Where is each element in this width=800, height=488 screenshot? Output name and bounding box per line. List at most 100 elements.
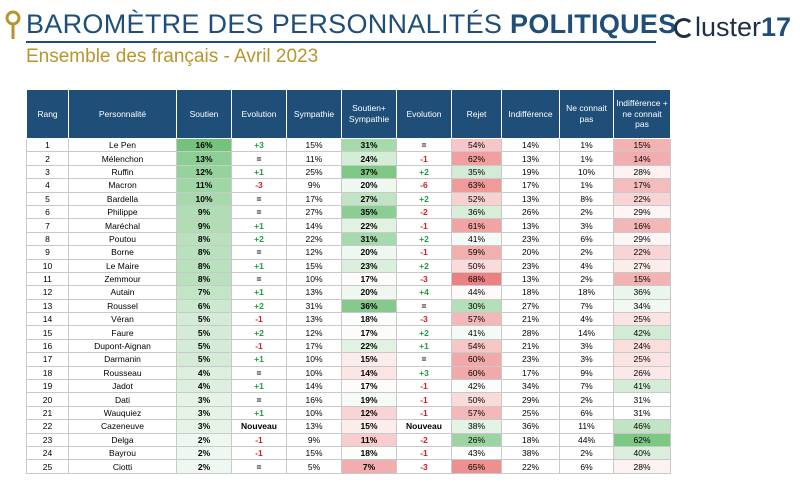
table-row: 22 Cazeneuve 3% Nouveau 13% 15% Nouveau 38% 36% 1… — [26, 419, 671, 434]
table-cell: 22% — [341, 338, 397, 354]
table-cell: 1 — [26, 137, 69, 153]
table-cell: 41% — [451, 325, 502, 340]
table-cell: -3 — [396, 271, 452, 287]
table-cell: 17% — [286, 191, 342, 206]
table-cell: -1 — [396, 392, 452, 407]
table-cell: 23% — [501, 231, 560, 247]
header: BAROMÈTRE DES PERSONNALITÉS POLITIQUES E… — [0, 0, 800, 80]
table-cell: 31% — [341, 137, 397, 153]
table-cell: 12% — [286, 325, 342, 340]
table-cell: = — [231, 151, 287, 166]
table-row: 23 Delga 2% -1 9% 11% -2 26% 18% 44% 62% — [26, 432, 671, 447]
table-cell: -3 — [396, 459, 452, 474]
table-cell: Borne — [68, 245, 177, 260]
table-row: 13 Roussel 6% +2 31% 36% = 30% 27% 7% 34% — [26, 298, 671, 314]
table-cell: 13% — [176, 151, 232, 166]
table-cell: +1 — [231, 405, 287, 421]
table-cell: 1% — [559, 178, 614, 193]
table-cell: 6% — [176, 298, 232, 314]
table-cell: 8% — [176, 245, 232, 260]
table-row: 7 Maréchal 9% +1 14% 22% -1 61% 13% 3% 16% — [26, 218, 671, 233]
table-cell: 14% — [341, 365, 397, 381]
table-cell: 23% — [501, 258, 560, 273]
table-cell: 6% — [559, 231, 614, 247]
column-header: Indifférence — [501, 89, 560, 139]
table-cell: +3 — [231, 137, 287, 153]
column-header: Evolution — [396, 89, 452, 139]
table-cell: +1 — [231, 352, 287, 367]
table-cell: 41% — [451, 231, 502, 247]
table-cell: 8% — [176, 231, 232, 247]
table-row: 19 Jadot 4% +1 14% 17% -1 42% 34% 7% 41% — [26, 379, 671, 394]
table-cell: 59% — [451, 245, 502, 260]
table-cell: 7% — [341, 459, 397, 474]
table-cell: = — [231, 392, 287, 407]
barometer-table: Rang Personnalité Soutien Evolution Sympathi… — [26, 89, 671, 474]
table-cell: 50% — [451, 258, 502, 273]
column-header: Soutien — [176, 89, 232, 139]
table-cell: 23% — [341, 258, 397, 273]
table-cell: 3 — [26, 164, 69, 180]
table-cell: 9 — [26, 245, 69, 260]
table-cell: 5 — [26, 191, 69, 206]
title-divider — [26, 41, 656, 43]
table-cell: 18 — [26, 365, 69, 381]
table-cell: 11% — [176, 178, 232, 193]
table-cell: 22% — [613, 191, 671, 206]
table-cell: 25% — [613, 352, 671, 367]
table-cell: 16% — [286, 392, 342, 407]
table-cell: = — [231, 459, 287, 474]
table-cell: +2 — [396, 258, 452, 273]
column-header: Evolution — [231, 89, 287, 139]
table-cell: -2 — [396, 432, 452, 447]
table-cell: 21 — [26, 405, 69, 421]
table-cell: 12% — [341, 405, 397, 421]
table-cell: 13% — [501, 218, 560, 233]
table-cell: 20% — [341, 178, 397, 193]
table-row: 18 Rousseau 4% = 10% 14% +3 60% 17% 9% 26% — [26, 365, 671, 381]
column-header: Personnalité — [68, 89, 177, 139]
table-cell: 8% — [559, 191, 614, 206]
table-cell: 31% — [286, 298, 342, 314]
table-cell: 42% — [613, 325, 671, 340]
table-cell: 2% — [559, 245, 614, 260]
table-cell: 12% — [176, 164, 232, 180]
table-cell: 10% — [286, 405, 342, 421]
table-cell: Ciotti — [68, 459, 177, 474]
table-cell: 19% — [501, 164, 560, 180]
table-cell: 17% — [286, 338, 342, 354]
table-cell: 9% — [559, 365, 614, 381]
brand-text: luster — [695, 12, 762, 42]
table-cell: 6% — [559, 405, 614, 421]
table-cell: 6 — [26, 204, 69, 220]
table-cell: 22% — [286, 231, 342, 247]
table-cell: 29% — [501, 392, 560, 407]
table-cell: 36% — [501, 419, 560, 434]
table-cell: 60% — [451, 365, 502, 381]
table-cell: 31% — [341, 231, 397, 247]
table-cell: 2% — [559, 271, 614, 287]
table-cell: 1% — [559, 151, 614, 166]
table-cell: 24% — [613, 338, 671, 354]
table-cell: 15% — [341, 419, 397, 434]
table-cell: -1 — [396, 405, 452, 421]
table-row: 5 Bardella 10% = 17% 27% +2 52% 13% 8% 22% — [26, 191, 671, 206]
table-cell: 36% — [451, 204, 502, 220]
table-cell: 17% — [341, 325, 397, 340]
table-cell: Roussel — [68, 298, 177, 314]
table-cell: Philippe — [68, 204, 177, 220]
table-cell: 68% — [451, 271, 502, 287]
table-cell: -3 — [231, 178, 287, 193]
table-cell: 5% — [176, 312, 232, 327]
table-cell: Rousseau — [68, 365, 177, 381]
table-cell: 9% — [286, 178, 342, 193]
table-cell: 30% — [451, 298, 502, 314]
table-cell: 3% — [176, 419, 232, 434]
table-cell: 10% — [176, 191, 232, 206]
table-cell: Darmanin — [68, 352, 177, 367]
table-cell: 20% — [341, 285, 397, 300]
column-header: Rejet — [451, 89, 502, 139]
table-cell: 63% — [451, 178, 502, 193]
table-cell: 9% — [176, 204, 232, 220]
column-header: Ne connait pas — [559, 89, 614, 139]
